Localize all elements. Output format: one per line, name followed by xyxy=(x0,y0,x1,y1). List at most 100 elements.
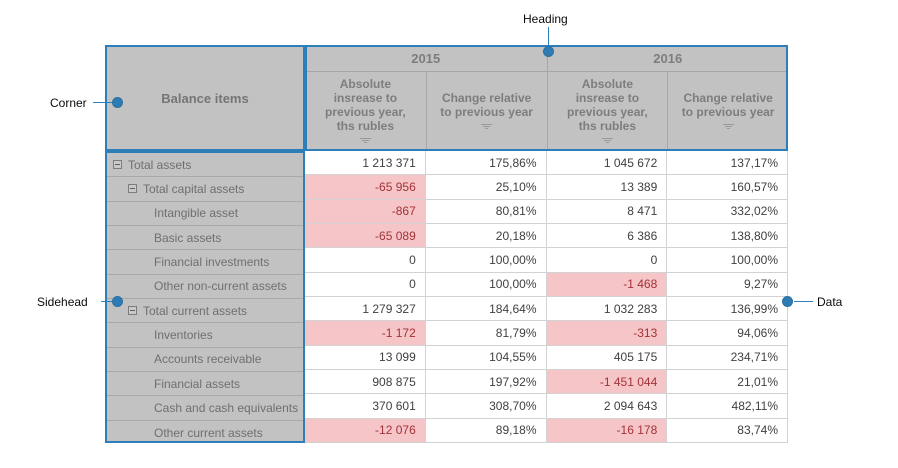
table-row: 908 875 197,92% -1 451 044 21,01% xyxy=(305,369,788,395)
measure-header-row: Absolute insrease to previous year, ths … xyxy=(305,72,788,149)
filter-icon[interactable] xyxy=(722,124,734,130)
filter-icon[interactable] xyxy=(601,138,613,144)
data-cell: 136,99% xyxy=(667,296,788,322)
filter-icon[interactable] xyxy=(481,124,493,130)
heading-callout-line xyxy=(548,27,549,47)
data-cell: 908 875 xyxy=(305,369,426,395)
data-callout-line xyxy=(794,301,813,302)
collapse-expander-icon[interactable] xyxy=(128,184,137,194)
year-header-2015: 2015 xyxy=(411,50,441,66)
row-label-total-current-assets: Total current assets xyxy=(107,299,303,324)
row-label-text: Financial assets xyxy=(154,376,241,391)
year-header-2016: 2016 xyxy=(546,45,789,71)
table-row: -65 089 20,18% 6 386 138,80% xyxy=(305,223,788,249)
column-header-label: Absolute insrease to previous year, ths … xyxy=(567,77,648,133)
row-label-text: Inventories xyxy=(154,327,213,342)
data-cell: 13 099 xyxy=(305,345,426,370)
row-label-inventories: Inventories xyxy=(107,323,303,348)
data-cell: 1 279 327 xyxy=(305,296,426,322)
row-label-list: Total assets Total capital assets Intangib… xyxy=(107,153,303,441)
column-header-label: Change relative to previous year xyxy=(440,91,533,119)
data-cell: 100,00% xyxy=(425,248,547,273)
heading-callout-label: Heading xyxy=(523,12,568,26)
data-cell: 405 175 xyxy=(546,345,668,370)
data-cell: 0 xyxy=(305,248,426,273)
row-label-total-capital-assets: Total capital assets xyxy=(107,177,303,202)
collapse-expander-icon[interactable] xyxy=(128,306,137,316)
data-cell-negative: -313 xyxy=(546,321,668,346)
corner-callout-dot xyxy=(112,97,123,108)
table-row: 0 100,00% -1 468 9,27% xyxy=(305,272,788,297)
data-cell: 308,70% xyxy=(425,394,547,419)
data-cell: 0 xyxy=(546,248,668,273)
table-row: -65 956 25,10% 13 389 160,57% xyxy=(305,175,788,200)
data-cell: 1 032 283 xyxy=(546,296,668,322)
row-label-other-current-assets: Other current assets xyxy=(107,421,303,445)
data-cell: 6 386 xyxy=(546,223,668,249)
data-cell: 482,11% xyxy=(667,394,788,419)
filter-icon[interactable] xyxy=(359,138,371,144)
data-cell: 1 213 371 xyxy=(305,151,426,176)
row-label-other-non-current-assets: Other non-current assets xyxy=(107,275,303,299)
row-label-text: Other current assets xyxy=(154,425,263,440)
row-label-financial-investments: Financial investments xyxy=(107,250,303,275)
data-cell: 13 389 xyxy=(546,175,668,200)
data-cell: 20,18% xyxy=(425,223,547,249)
data-cell-negative: -1 468 xyxy=(546,272,668,297)
table-row: 0 100,00% 0 100,00% xyxy=(305,248,788,273)
data-cell: 0 xyxy=(305,272,426,297)
table-row: 13 099 104,55% 405 175 234,71% xyxy=(305,345,788,370)
column-header-2016-change: Change relative to previous year xyxy=(667,72,788,149)
row-label-accounts-receivable: Accounts receivable xyxy=(107,348,303,372)
row-label-intangible-asset: Intangible asset xyxy=(107,202,303,226)
table-row: 370 601 308,70% 2 094 643 482,11% xyxy=(305,394,788,419)
row-label-cash-and-cash-equivalents: Cash and cash equivalents xyxy=(107,396,303,421)
table-row: -12 076 89,18% -16 178 83,74% xyxy=(305,418,788,443)
data-cell: 234,71% xyxy=(667,345,788,370)
pivot-corner: Balance items xyxy=(105,45,305,151)
data-cell: 332,02% xyxy=(667,199,788,224)
data-cell-negative: -16 178 xyxy=(546,418,668,443)
row-label-total-assets: Total assets xyxy=(107,153,303,178)
table-row: -867 80,81% 8 471 332,02% xyxy=(305,199,788,224)
row-label-text: Other non-current assets xyxy=(154,279,287,294)
sidehead-callout-line xyxy=(101,301,113,302)
table-row: 1 279 327 184,64% 1 032 283 136,99% xyxy=(305,296,788,322)
data-cell-negative: -65 956 xyxy=(305,175,426,200)
data-cell: 370 601 xyxy=(305,394,426,419)
row-label-text: Total current assets xyxy=(143,303,248,318)
data-cell: 80,81% xyxy=(425,199,547,224)
data-cell: 25,10% xyxy=(425,175,547,200)
collapse-expander-icon[interactable] xyxy=(113,160,122,170)
row-label-text: Total capital assets xyxy=(143,181,245,196)
sidehead-callout-label: Sidehead xyxy=(37,295,88,309)
data-cell: 1 045 672 xyxy=(546,151,668,176)
data-cell: 89,18% xyxy=(425,418,547,443)
column-header-2015-change: Change relative to previous year xyxy=(425,72,547,149)
data-cell: 94,06% xyxy=(667,321,788,346)
row-label-text: Basic assets xyxy=(154,230,222,245)
data-cell: 175,86% xyxy=(425,151,547,176)
row-label-text: Cash and cash equivalents xyxy=(154,400,299,415)
data-cell-negative: -1 451 044 xyxy=(546,369,668,395)
heading-callout-dot xyxy=(543,46,554,57)
data-cell: 8 471 xyxy=(546,199,668,224)
data-cell: 2 094 643 xyxy=(546,394,668,419)
data-cell-negative: -12 076 xyxy=(305,418,426,443)
row-label-text: Accounts receivable xyxy=(154,352,262,367)
table-row: 1 213 371 175,86% 1 045 672 137,17% xyxy=(305,151,788,176)
data-cell-negative: -1 172 xyxy=(305,321,426,346)
data-callout-dot xyxy=(782,296,793,307)
pivot-table: Balance items 2015 2016 Absolute insreas… xyxy=(105,45,788,443)
data-cell: 100,00% xyxy=(425,272,547,297)
data-cell: 184,64% xyxy=(425,296,547,322)
column-header-label: Absolute insrease to previous year, ths … xyxy=(325,77,406,133)
sidehead-callout-dot xyxy=(112,296,123,307)
row-label-basic-assets: Basic assets xyxy=(107,226,303,251)
data-cell: 160,57% xyxy=(667,175,788,200)
data-cell: 83,74% xyxy=(667,418,788,443)
row-label-text: Intangible asset xyxy=(154,206,239,221)
data-cell: 81,79% xyxy=(425,321,547,346)
data-cell: 21,01% xyxy=(667,369,788,395)
